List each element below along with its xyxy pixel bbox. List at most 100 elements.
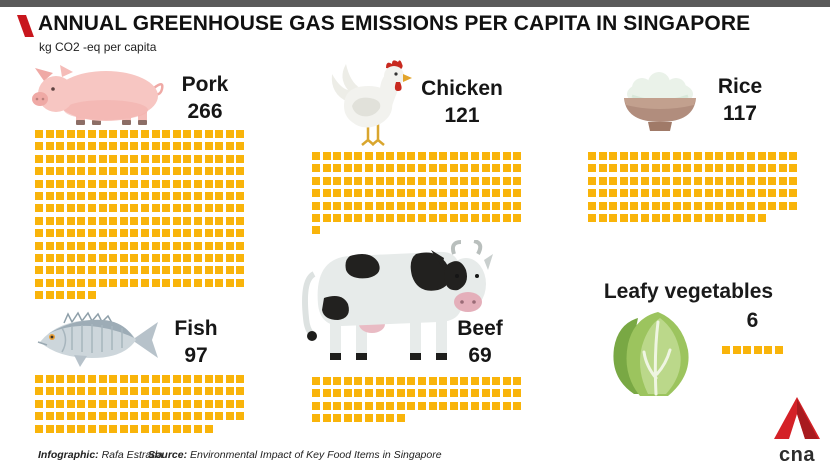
emission-unit-square xyxy=(66,241,75,250)
emission-unit-square xyxy=(172,216,181,225)
source-credit-name: Environmental Impact of Key Food Items i… xyxy=(187,449,442,461)
emission-unit-square xyxy=(364,213,373,222)
source-credit-label: Source: xyxy=(148,449,188,461)
emission-unit-square xyxy=(312,213,320,222)
emission-unit-square xyxy=(704,189,713,198)
emission-unit-square xyxy=(77,375,86,383)
emission-unit-square xyxy=(375,414,384,423)
emission-unit-square xyxy=(364,176,373,185)
emission-unit-square xyxy=(151,412,160,421)
emission-unit-square xyxy=(35,241,43,250)
emission-unit-square xyxy=(66,412,75,421)
page-subtitle: kg CO2 -eq per capita xyxy=(39,40,157,54)
emission-unit-square xyxy=(407,176,416,185)
emission-unit-square xyxy=(162,179,171,188)
emission-unit-square xyxy=(778,152,787,160)
emission-unit-square xyxy=(704,176,713,185)
emission-unit-square xyxy=(312,176,320,185)
emission-unit-square xyxy=(56,266,65,275)
emission-unit-square xyxy=(151,266,160,275)
emission-unit-square xyxy=(236,191,245,200)
emission-unit-square xyxy=(151,167,160,176)
emission-unit-square xyxy=(87,167,96,176)
emission-unit-square xyxy=(130,266,139,275)
emission-unit-square xyxy=(225,229,234,238)
rice-label-block: Rice 117 xyxy=(694,74,786,127)
emission-unit-square xyxy=(502,389,511,398)
emission-unit-square xyxy=(640,201,649,210)
emission-unit-square xyxy=(77,142,86,151)
emission-unit-square xyxy=(753,346,762,354)
emission-unit-square xyxy=(45,191,54,200)
emission-unit-square xyxy=(130,216,139,225)
cna-logo: cna xyxy=(770,397,824,466)
emission-unit-square xyxy=(778,201,787,210)
emission-unit-square xyxy=(140,424,149,433)
emission-unit-square xyxy=(45,204,54,213)
emission-unit-square xyxy=(225,204,234,213)
emission-unit-square xyxy=(193,179,202,188)
emission-unit-square xyxy=(651,213,660,222)
emission-unit-square xyxy=(354,377,363,385)
emission-unit-square xyxy=(236,130,245,138)
emission-unit-square xyxy=(119,253,128,262)
emission-unit-square xyxy=(683,213,692,222)
emission-unit-square xyxy=(193,278,202,287)
emission-unit-square xyxy=(630,152,639,160)
emission-unit-square xyxy=(236,204,245,213)
emission-unit-square xyxy=(66,253,75,262)
emission-unit-square xyxy=(204,154,213,163)
emission-unit-square xyxy=(183,278,192,287)
food-value: 266 xyxy=(187,100,223,123)
emission-unit-square xyxy=(162,167,171,176)
emission-unit-square xyxy=(704,213,713,222)
emission-unit-square xyxy=(183,387,192,396)
emission-unit-square xyxy=(45,266,54,275)
emission-unit-square xyxy=(746,152,755,160)
emission-unit-square xyxy=(193,399,202,408)
emission-unit-square xyxy=(588,189,596,198)
emission-unit-square xyxy=(768,176,777,185)
emission-unit-square xyxy=(140,130,149,138)
emission-unit-square xyxy=(162,142,171,151)
emission-unit-square xyxy=(417,176,426,185)
emission-unit-square xyxy=(172,266,181,275)
emission-unit-square xyxy=(119,216,128,225)
emission-unit-square xyxy=(693,152,702,160)
emission-unit-square xyxy=(375,377,384,385)
emission-unit-square xyxy=(768,201,777,210)
emission-unit-square xyxy=(98,216,107,225)
emission-unit-square xyxy=(375,176,384,185)
emission-unit-square xyxy=(45,253,54,262)
emission-unit-square xyxy=(354,189,363,198)
emission-unit-square xyxy=(193,142,202,151)
emission-unit-square xyxy=(364,377,373,385)
emission-unit-square xyxy=(225,375,234,383)
emission-unit-square xyxy=(322,377,331,385)
emission-unit-square xyxy=(45,387,54,396)
emission-unit-square xyxy=(87,191,96,200)
emission-unit-square xyxy=(98,412,107,421)
emission-unit-square xyxy=(183,424,192,433)
emission-unit-square xyxy=(715,164,724,173)
emission-unit-square xyxy=(109,216,118,225)
emission-unit-square xyxy=(140,266,149,275)
emission-unit-square xyxy=(130,204,139,213)
emission-unit-square xyxy=(204,387,213,396)
emission-unit-square xyxy=(736,189,745,198)
emission-unit-square xyxy=(364,164,373,173)
emission-unit-square xyxy=(45,130,54,138)
emission-unit-square xyxy=(439,152,448,160)
emission-unit-square xyxy=(757,189,766,198)
emission-unit-square xyxy=(140,179,149,188)
emission-unit-square xyxy=(333,213,342,222)
emission-unit-square xyxy=(204,278,213,287)
emission-unit-square xyxy=(35,179,43,188)
emission-unit-square xyxy=(513,213,522,222)
emission-unit-square xyxy=(725,152,734,160)
emission-unit-square xyxy=(333,164,342,173)
emission-unit-square xyxy=(662,152,671,160)
emission-unit-square xyxy=(428,389,437,398)
emission-unit-square xyxy=(481,176,490,185)
emission-unit-square xyxy=(725,189,734,198)
